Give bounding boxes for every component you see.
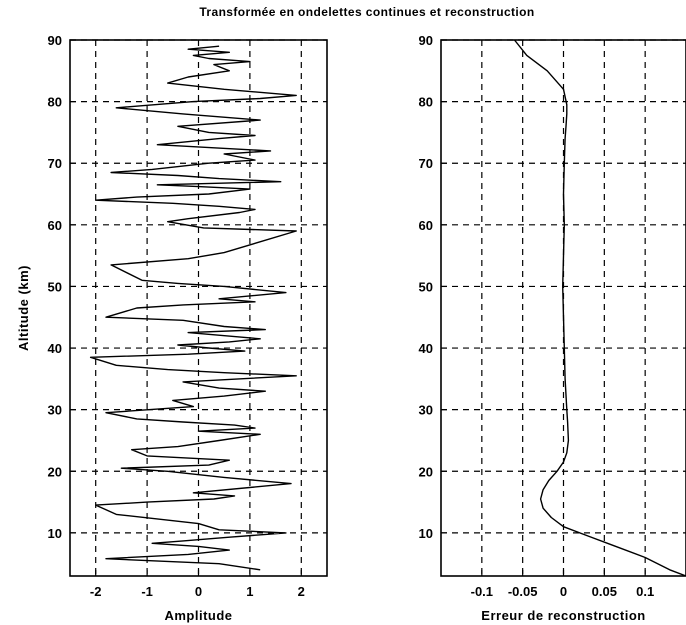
y-tick-label: 70 (48, 156, 62, 171)
y-axis-label: Altitude (km) (16, 265, 31, 351)
y-tick-label: 90 (48, 33, 62, 48)
y-tick-label: 70 (419, 156, 433, 171)
y-tick-label: 50 (419, 279, 433, 294)
y-tick-label: 30 (419, 403, 433, 418)
y-tick-label: 10 (48, 526, 62, 541)
reconstruction-error-panel: -0.1 -0.05 0 0.05 0.1 10 20 30 40 50 60 70 80 90 Erreu… (419, 33, 686, 623)
y-tick-label: 40 (419, 341, 433, 356)
series-line (515, 40, 686, 576)
x-tick-label: -2 (90, 584, 102, 599)
y-tick-label: 20 (48, 464, 62, 479)
x-tick-label: 0.05 (592, 584, 617, 599)
y-tick-label: 60 (48, 218, 62, 233)
series-line (91, 46, 297, 570)
x-tick-label: -1 (141, 584, 153, 599)
y-tick-label: 80 (48, 95, 62, 110)
x-tick-label: -0.05 (508, 584, 538, 599)
x-tick-label: 2 (298, 584, 305, 599)
x-tick-label: 0 (195, 584, 202, 599)
x-tick-label: -0.1 (471, 584, 493, 599)
y-tick-label: 80 (419, 95, 433, 110)
figure-title: Transformée en ondelettes continues et r… (199, 5, 534, 19)
x-tick-label: 0 (560, 584, 567, 599)
y-tick-label: 10 (419, 526, 433, 541)
y-tick-label: 60 (419, 218, 433, 233)
x-tick-label: 0.1 (636, 584, 654, 599)
amplitude-panel: -2 -1 0 1 2 10 20 30 40 50 60 70 80 90 Amplitude Altitu… (16, 33, 327, 623)
y-tick-label: 50 (48, 279, 62, 294)
y-tick-label: 20 (419, 464, 433, 479)
x-axis-label: Erreur de reconstruction (481, 608, 645, 623)
y-tick-label: 40 (48, 341, 62, 356)
x-tick-label: 1 (246, 584, 253, 599)
y-tick-label: 90 (419, 33, 433, 48)
y-tick-label: 30 (48, 403, 62, 418)
x-axis-label: Amplitude (164, 608, 232, 623)
